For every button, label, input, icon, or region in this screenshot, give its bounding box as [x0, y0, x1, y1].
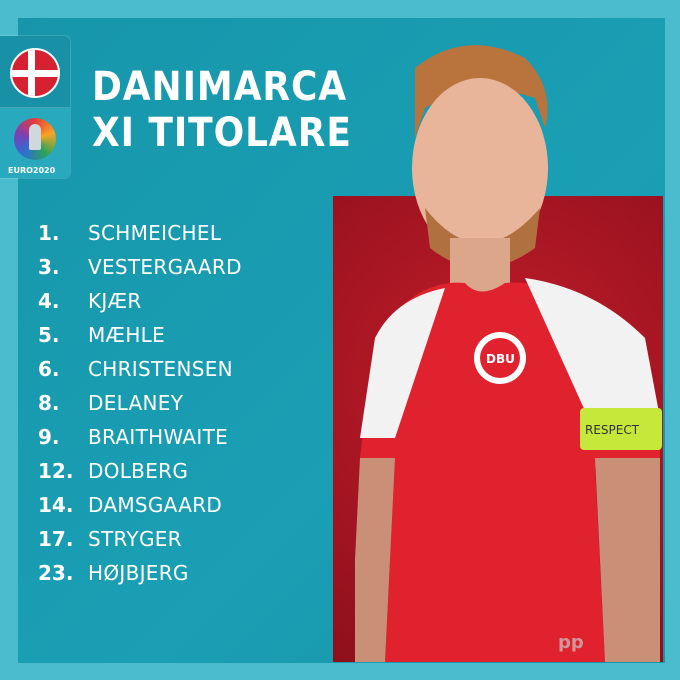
- lineup-row: 17. STRYGER: [38, 522, 242, 556]
- lineup-row: 3. VESTERGAARD: [38, 250, 242, 284]
- player-name: KJÆR: [88, 289, 142, 313]
- player-number: 12.: [38, 459, 74, 483]
- player-photo: RESPECT DBU: [355, 45, 662, 662]
- lineup-row: 5. MÆHLE: [38, 318, 242, 352]
- player-number: 23.: [38, 561, 74, 585]
- lineup-row: 4. KJÆR: [38, 284, 242, 318]
- lineup-row: 8. DELANEY: [38, 386, 242, 420]
- player-name: DELANEY: [88, 391, 184, 415]
- lineup-row: 6. CHRISTENSEN: [38, 352, 242, 386]
- player-number: 9.: [38, 425, 60, 449]
- player-name: SCHMEICHEL: [88, 221, 222, 245]
- player-number: 8.: [38, 391, 60, 415]
- title-line-1: DANIMARCA: [92, 64, 348, 110]
- player-number: 5.: [38, 323, 60, 347]
- player-number: 6.: [38, 357, 60, 381]
- lineup-row: 23. HØJBJERG: [38, 556, 242, 590]
- lineup-row: 1. SCHMEICHEL: [38, 216, 242, 250]
- team-badge: EURO2020: [0, 36, 70, 178]
- player-number: 4.: [38, 289, 60, 313]
- player-name: VESTERGAARD: [88, 255, 242, 279]
- player-number: 14.: [38, 493, 74, 517]
- captain-armband: [580, 408, 662, 450]
- euro2020-logo-text: EURO2020: [8, 166, 56, 175]
- lineup-row: 12. DOLBERG: [38, 454, 242, 488]
- player-name: MÆHLE: [88, 323, 166, 347]
- player-name: HØJBJERG: [88, 561, 189, 585]
- player-number: 1.: [38, 221, 60, 245]
- lineup-row: 9. BRAITHWAITE: [38, 420, 242, 454]
- title-line-2: XI TITOLARE: [92, 110, 352, 156]
- page-title: DANIMARCA XI TITOLARE: [92, 64, 352, 156]
- watermark: pp: [558, 632, 584, 653]
- player-name: BRAITHWAITE: [88, 425, 229, 449]
- player-number: 3.: [38, 255, 60, 279]
- player-name: DOLBERG: [88, 459, 189, 483]
- armband-text: RESPECT: [585, 423, 640, 437]
- lineup-list: 1. SCHMEICHEL 3. VESTERGAARD 4. KJÆR 5. MÆHLE 6.…: [38, 216, 242, 590]
- player-name: CHRISTENSEN: [88, 357, 233, 381]
- player-number: 17.: [38, 527, 74, 551]
- player-name: STRYGER: [88, 527, 182, 551]
- euro2020-logo-icon: [14, 118, 56, 160]
- denmark-flag-icon: [10, 48, 60, 98]
- player-name: DAMSGAARD: [88, 493, 223, 517]
- crest-text: DBU: [486, 352, 515, 366]
- lineup-row: 14. DAMSGAARD: [38, 488, 242, 522]
